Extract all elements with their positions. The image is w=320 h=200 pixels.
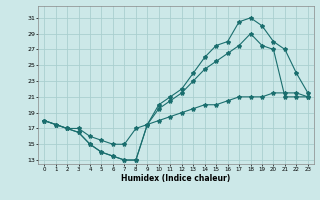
X-axis label: Humidex (Indice chaleur): Humidex (Indice chaleur)	[121, 174, 231, 183]
